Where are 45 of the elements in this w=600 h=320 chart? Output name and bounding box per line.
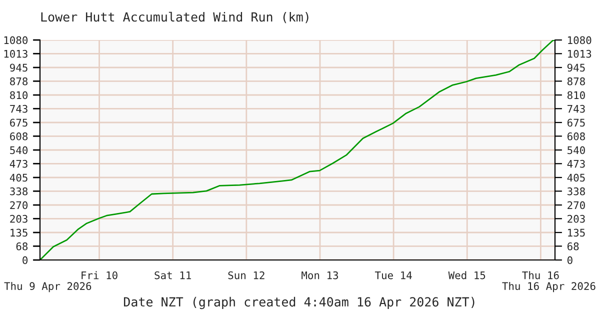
text: Thu 16 Apr 2026 bbox=[502, 282, 596, 292]
x-tick-label: Thu 16 bbox=[522, 271, 559, 280]
y2-tick-label: 945 bbox=[567, 64, 585, 72]
x-axis-title: Date NZT (graph created 4:40am 16 Apr 2026 NZT) bbox=[124, 296, 474, 310]
y-tick-label: 405 bbox=[10, 174, 28, 182]
x-tick-label: Sun 12 bbox=[228, 271, 264, 280]
y-tick-label: 1013 bbox=[4, 50, 28, 58]
y-tick-label: 135 bbox=[10, 228, 28, 237]
y-tick-label: 743 bbox=[10, 104, 28, 113]
y-tick-label: 1080 bbox=[4, 36, 28, 44]
y-tick-label: 608 bbox=[10, 132, 28, 140]
y2-tick-label: 405 bbox=[567, 174, 585, 182]
y2-tick-label: 810 bbox=[567, 91, 585, 100]
y2-tick-label: 878 bbox=[567, 77, 585, 86]
x-tick-label: Mon 13 bbox=[302, 271, 338, 280]
text: Thu 9 Apr 2026 bbox=[4, 282, 92, 292]
y-tick-label: 0 bbox=[22, 256, 28, 264]
x-tick-label: Wed 15 bbox=[448, 271, 486, 280]
y2-tick-label: 608 bbox=[567, 132, 585, 140]
y2-tick-label: 68 bbox=[567, 242, 579, 250]
y2-tick-label: 540 bbox=[568, 146, 585, 154]
y-tick-label: 878 bbox=[10, 77, 28, 86]
y2-tick-label: 270 bbox=[568, 201, 585, 210]
y-tick-label: 473 bbox=[10, 160, 28, 168]
x-tick-label: Tue 14 bbox=[374, 271, 412, 280]
y-tick-label: 540 bbox=[10, 146, 28, 154]
y2-tick-label: 0 bbox=[567, 256, 572, 264]
y2-tick-label: 1080 bbox=[568, 36, 592, 44]
y-tick-label: 675 bbox=[10, 118, 28, 127]
y-tick-label: 203 bbox=[10, 214, 28, 223]
y-tick-label: 338 bbox=[10, 187, 28, 196]
x-tick-label: Fri 10 bbox=[82, 271, 118, 280]
y2-tick-label: 473 bbox=[567, 160, 585, 168]
x-tick-label: Sat 11 bbox=[154, 271, 191, 280]
y2-tick-label: 1013 bbox=[568, 50, 592, 58]
y2-tick-label: 203 bbox=[568, 214, 585, 223]
y2-tick-label: 675 bbox=[567, 118, 585, 127]
y-tick-label: 270 bbox=[10, 201, 28, 210]
y2-tick-label: 743 bbox=[568, 104, 585, 113]
y-tick-label: 945 bbox=[10, 64, 28, 72]
y-tick-label: 810 bbox=[10, 91, 28, 100]
y-tick-label: 68 bbox=[16, 242, 28, 250]
y2-tick-label: 338 bbox=[568, 187, 585, 196]
y2-tick-label: 135 bbox=[568, 228, 585, 237]
chart-title: Lower Hutt Accumulated Wind Run (km) bbox=[41, 12, 308, 24]
